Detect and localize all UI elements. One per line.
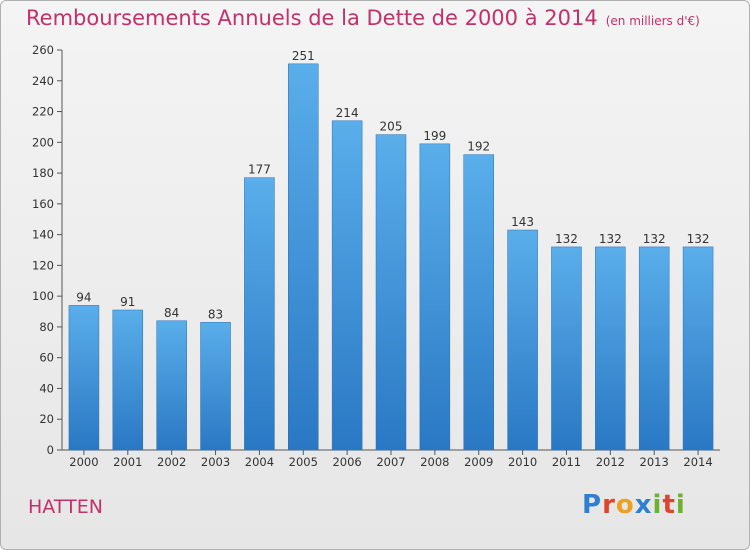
x-tick-label: 2006 [332, 455, 361, 469]
logo-letter: o [615, 490, 635, 520]
logo-letter: r [602, 490, 616, 520]
y-tick-label: 80 [39, 320, 54, 334]
logo-letter: i [652, 490, 663, 520]
x-tick-label: 2010 [508, 455, 537, 469]
y-tick-label: 40 [39, 381, 54, 395]
x-tick-label: 2014 [683, 455, 712, 469]
x-tick-label: 2012 [596, 455, 625, 469]
bar-2014 [682, 246, 714, 451]
bar-2000 [68, 305, 100, 451]
bar-2012 [595, 246, 626, 451]
y-tick-label: 120 [32, 258, 54, 272]
y-tick-label: 0 [47, 443, 54, 457]
bar-value-label: 132 [687, 232, 710, 246]
bar-2007 [375, 134, 407, 451]
bar-2009 [463, 154, 494, 451]
x-tick-label: 2009 [464, 455, 493, 469]
y-tick-label: 240 [32, 74, 54, 88]
bar-value-label: 132 [555, 232, 578, 246]
logo-letter: i [675, 490, 686, 520]
bar-value-label: 83 [208, 307, 223, 321]
bar-value-label: 205 [380, 120, 403, 134]
y-tick-label: 200 [32, 135, 54, 149]
bar-value-label: 132 [643, 232, 666, 246]
x-tick-label: 2003 [201, 455, 230, 469]
x-tick-label: 2004 [245, 455, 274, 469]
y-tick-label: 140 [32, 228, 54, 242]
x-tick-label: 2011 [552, 455, 581, 469]
chart-title: Remboursements Annuels de la Dette de 20… [26, 6, 700, 30]
y-tick-label: 220 [32, 105, 54, 119]
y-tick-label: 160 [32, 197, 54, 211]
logo-letter: t [662, 490, 676, 520]
chart-title-text: Remboursements Annuels de la Dette de 20… [26, 6, 598, 30]
bar-2011 [551, 246, 582, 451]
x-tick-label: 2005 [289, 455, 318, 469]
bar-2001 [112, 309, 144, 451]
bar-value-label: 214 [336, 106, 359, 120]
y-tick-label: 60 [39, 351, 54, 365]
bar-2002 [156, 320, 187, 451]
proxiti-logo: Proxiti [582, 490, 686, 520]
bar-2006 [331, 120, 363, 451]
bar-2004 [244, 177, 275, 451]
y-tick-label: 20 [39, 412, 54, 426]
city-name: HATTEN [28, 496, 103, 518]
x-tick-label: 2001 [113, 455, 142, 469]
bar-2008 [419, 143, 451, 451]
bar-value-label: 251 [292, 49, 315, 63]
bar-value-label: 192 [467, 140, 490, 154]
bar-value-label: 177 [248, 163, 271, 177]
bar-2013 [638, 246, 670, 451]
bar-value-label: 132 [599, 232, 622, 246]
y-tick-label: 100 [32, 289, 54, 303]
x-tick-label: 2008 [420, 455, 449, 469]
bar-2005 [288, 63, 319, 451]
bar-value-label: 91 [120, 295, 135, 309]
chart-unit: (en milliers d'€) [605, 14, 700, 28]
x-tick-label: 2000 [69, 455, 98, 469]
x-tick-label: 2013 [640, 455, 669, 469]
bar-2010 [507, 229, 538, 451]
y-tick-label: 180 [32, 166, 54, 180]
logo-letter: P [582, 490, 603, 520]
bar-value-label: 84 [164, 306, 179, 320]
bars: 94 91 84 83 177 251 214 205 199 192 143 132 132 132 13… [68, 49, 714, 451]
bar-value-label: 143 [511, 215, 534, 229]
logo-letter: x [634, 490, 653, 520]
x-tick-label: 2007 [376, 455, 405, 469]
bar-value-label: 94 [76, 290, 91, 304]
bar-value-label: 199 [423, 129, 446, 143]
x-tick-label: 2002 [157, 455, 186, 469]
bar-2003 [200, 322, 231, 451]
y-tick-label: 260 [32, 43, 54, 57]
